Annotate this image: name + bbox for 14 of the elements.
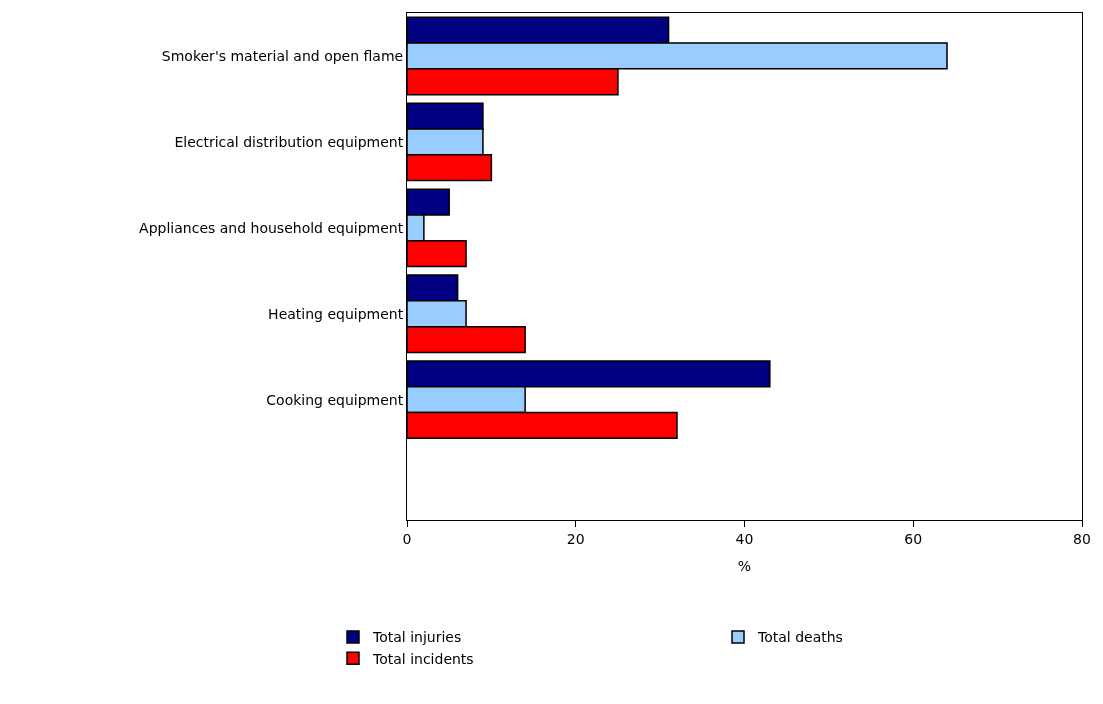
y-tick-label: Smoker's material and open flame bbox=[161, 47, 404, 64]
x-tick-label: 20 bbox=[566, 530, 585, 547]
legend-label: Total injuries bbox=[372, 629, 462, 646]
x-axis-title: % bbox=[737, 558, 752, 575]
x-tick-label: 80 bbox=[1073, 530, 1091, 547]
x-tick-label: 60 bbox=[904, 530, 923, 547]
legend-label: Total incidents bbox=[372, 650, 474, 667]
y-tick-label: Heating equipment bbox=[268, 305, 404, 322]
x-tick-label: 0 bbox=[402, 530, 412, 547]
y-tick-label: Electrical distribution equipment bbox=[174, 133, 404, 150]
y-tick-label: Cooking equipment bbox=[266, 391, 404, 408]
y-tick-label: Appliances and household equipment bbox=[139, 219, 404, 236]
legend-label: Total deaths bbox=[757, 629, 843, 646]
x-tick-label: 40 bbox=[735, 530, 754, 547]
